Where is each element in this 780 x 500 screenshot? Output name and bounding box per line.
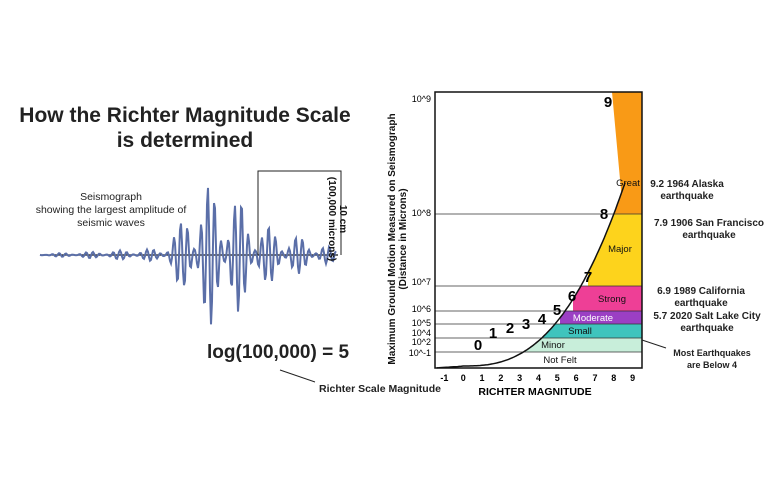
band-label: Minor: [541, 340, 565, 351]
x-tick-label: 4: [536, 373, 541, 383]
curve-magnitude-label: 3: [522, 316, 530, 333]
y-tick-label: 10^9: [412, 94, 431, 104]
band-strong: [573, 286, 642, 311]
seismograph-waveform: [39, 187, 337, 325]
annotation-salt-lake-city-line-1: 5.7 2020 Salt Lake City: [653, 311, 761, 322]
curve-magnitude-label: 6: [568, 288, 576, 305]
y-tick-label: 10^6: [412, 304, 431, 314]
magnitude-curve: [436, 182, 626, 369]
seismograph-label-line-1: Seismograph: [80, 191, 142, 203]
x-tick-label: 0: [461, 373, 466, 383]
x-tick-label: 9: [630, 373, 635, 383]
y-tick-label: 10^5: [412, 318, 431, 328]
amplitude-bracket: [257, 170, 342, 255]
y-tick-label: 10^4: [412, 328, 431, 338]
band-not-felt: [505, 352, 642, 368]
chart-frame: [434, 91, 643, 369]
band-label: Great: [616, 178, 640, 189]
curve-magnitude-label: 5: [553, 302, 561, 319]
curve-magnitude-label: 1: [489, 325, 497, 342]
x-tick-label: 8: [611, 373, 616, 383]
band-label: Major: [608, 244, 632, 255]
x-tick-label: 5: [555, 373, 560, 383]
x-axis-title: RICHTER MAGNITUDE: [478, 386, 591, 398]
annotation-san-francisco-line-2: earthquake: [682, 230, 736, 241]
y-tick-label: 10^-1: [409, 348, 431, 358]
y-tick-label: 10^7: [412, 277, 431, 287]
curve-magnitude-label: 9: [604, 94, 612, 111]
title-line-1: How the Richter Magnitude Scale: [19, 104, 351, 127]
annotation-california-line-1: 6.9 1989 California: [657, 286, 745, 297]
band-minor: [505, 338, 642, 352]
title-line-2: is determined: [116, 129, 254, 152]
band-moderate: [560, 311, 642, 324]
annotation-alaska-line-2: earthquake: [660, 191, 714, 202]
page-title: How the Richter Magnitude Scale is deter…: [10, 103, 360, 153]
band-label: Strong: [598, 294, 626, 305]
y-tick-label: 10^8: [412, 208, 431, 218]
curve-magnitude-label: 7: [584, 269, 592, 286]
magnitude-pointer-line: [279, 369, 316, 383]
curve-mask: [435, 92, 622, 368]
annotation-salt-lake-city-line-2: earthquake: [680, 323, 734, 334]
band-label: Moderate: [573, 313, 613, 324]
annotation-san-francisco-line-1: 7.9 1906 San Francisco: [653, 218, 765, 229]
log-formula: log(100,000) = 5: [207, 342, 350, 363]
annotation-california-line-2: earthquake: [674, 298, 728, 309]
annotation-most-earthquakes-line-2: are Below 4: [686, 360, 738, 370]
band-label: Small: [568, 326, 592, 337]
curve-magnitude-label: 2: [506, 320, 514, 337]
curve-magnitude-label: 8: [600, 206, 608, 223]
x-tick-label: 6: [574, 373, 579, 383]
x-tick-label: 1: [480, 373, 485, 383]
most-earthquakes-pointer: [641, 339, 667, 349]
annotation-most-earthquakes: Most Earthquakes are Below 4: [664, 347, 760, 371]
annotation-alaska-line-1: 9.2 1964 Alaska: [650, 179, 724, 190]
band-small: [530, 324, 642, 338]
seismograph-label-line-2: showing the largest amplitude of: [35, 204, 187, 216]
annotation-most-earthquakes-line-1: Most Earthquakes: [673, 348, 751, 358]
y-tick-label: 10^2: [412, 337, 431, 347]
seismograph-label: Seismograph showing the largest amplitud…: [26, 191, 196, 230]
x-tick-label: 2: [498, 373, 503, 383]
annotation-alaska: 9.2 1964 Alaska earthquake: [647, 179, 727, 203]
curve-magnitude-label: 0: [474, 337, 482, 354]
seismograph-label-line-3: seismic waves: [77, 217, 145, 229]
magnitude-caption: Richter Scale Magnitude: [319, 383, 441, 395]
annotation-salt-lake-city: 5.7 2020 Salt Lake City earthquake: [648, 311, 766, 335]
x-tick-label: 3: [517, 373, 522, 383]
band-label: Not Felt: [543, 355, 577, 366]
curve-magnitude-label: 4: [538, 311, 547, 328]
x-tick-label: -1: [440, 373, 448, 383]
annotation-california: 6.9 1989 California earthquake: [648, 286, 754, 310]
x-tick-label: 7: [592, 373, 597, 383]
annotation-san-francisco: 7.9 1906 San Francisco earthquake: [648, 218, 770, 242]
